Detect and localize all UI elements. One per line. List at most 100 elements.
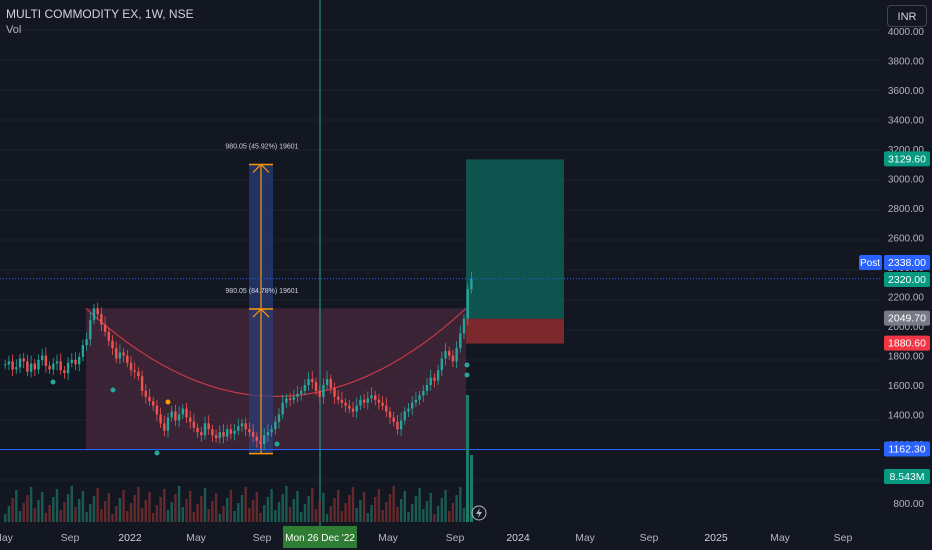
volume-bar bbox=[392, 486, 395, 522]
candle-body bbox=[374, 395, 377, 400]
volume-bar bbox=[351, 487, 355, 522]
volume-bar bbox=[266, 497, 270, 522]
x-tick-label: Sep bbox=[640, 532, 659, 544]
volume-bar bbox=[370, 505, 373, 522]
volume-bar bbox=[33, 508, 36, 522]
candle-body bbox=[92, 308, 96, 321]
candle-body bbox=[340, 399, 344, 403]
volume-bar bbox=[29, 487, 33, 522]
candle-body bbox=[411, 402, 414, 409]
candle-body bbox=[296, 393, 299, 397]
candle-body bbox=[55, 361, 59, 364]
y-tick-label: 3200.00 bbox=[888, 145, 925, 156]
candle-body bbox=[103, 324, 107, 332]
x-tick-label: Sep bbox=[61, 532, 80, 544]
candle-body bbox=[314, 382, 318, 391]
candle-body bbox=[185, 408, 188, 418]
candle-body bbox=[392, 417, 395, 422]
volume-bar bbox=[311, 488, 314, 522]
candle-body bbox=[274, 421, 277, 430]
measure-label-bottom: 980.05 (84.78%) 19601 bbox=[225, 288, 298, 295]
candle-body bbox=[33, 363, 36, 370]
price-label-bg bbox=[884, 469, 930, 484]
candle-body bbox=[351, 408, 355, 412]
candle-body bbox=[129, 362, 133, 371]
volume-bar bbox=[399, 499, 403, 522]
candle-body bbox=[385, 405, 388, 412]
volume-bar bbox=[177, 486, 181, 522]
candle-body bbox=[248, 429, 251, 433]
signal-dot bbox=[464, 372, 470, 378]
volume-bar bbox=[144, 500, 147, 522]
y-tick-label: 3000.00 bbox=[888, 175, 925, 186]
volume-bar bbox=[407, 512, 410, 522]
candle-body bbox=[344, 402, 347, 406]
volume-bar bbox=[115, 506, 118, 522]
candle-body bbox=[170, 411, 173, 418]
candle-body bbox=[388, 411, 392, 418]
candle-body bbox=[166, 417, 170, 431]
measure-arrow-head bbox=[252, 308, 270, 318]
volume-bar bbox=[196, 504, 199, 522]
candle-body bbox=[407, 408, 410, 412]
candle-body bbox=[329, 379, 332, 388]
volume-bar bbox=[470, 455, 473, 522]
volume-bar bbox=[44, 513, 48, 522]
signal-dot bbox=[464, 362, 470, 368]
volume-bar bbox=[233, 511, 236, 522]
currency-button[interactable]: INR bbox=[887, 5, 927, 27]
post-badge-label: Post bbox=[860, 258, 880, 269]
volume-bar bbox=[203, 488, 207, 522]
candle-body bbox=[74, 359, 77, 365]
candle-body bbox=[362, 399, 366, 403]
volume-bar bbox=[303, 504, 307, 522]
candle-body bbox=[29, 363, 33, 372]
volume-bar bbox=[189, 491, 192, 522]
volume-bar bbox=[459, 487, 462, 522]
y-tick-label: 3400.00 bbox=[888, 116, 925, 127]
candle-body bbox=[59, 361, 62, 371]
volume-bar bbox=[155, 505, 159, 522]
volume-bar bbox=[300, 512, 303, 522]
volume-bar bbox=[200, 496, 203, 522]
candle-body bbox=[455, 348, 458, 362]
candle-body bbox=[226, 429, 229, 437]
volume-bar bbox=[414, 496, 418, 522]
y-tick-label: 4000.00 bbox=[888, 27, 925, 38]
volume-bar bbox=[455, 495, 458, 522]
volume-bar bbox=[18, 511, 22, 522]
volume-bar bbox=[388, 494, 392, 522]
y-tick-label: 2800.00 bbox=[888, 204, 925, 215]
volume-bar bbox=[248, 508, 251, 522]
post-badge bbox=[859, 255, 882, 270]
volume-bar bbox=[362, 492, 366, 522]
candle-body bbox=[348, 405, 351, 409]
volume-bar bbox=[48, 505, 51, 522]
volume-bar bbox=[366, 513, 369, 522]
candle-body bbox=[115, 348, 118, 359]
volume-bar bbox=[37, 500, 40, 522]
volume-bar bbox=[237, 503, 240, 522]
position-loss-zone bbox=[466, 318, 564, 344]
candle-body bbox=[163, 423, 166, 431]
candle-body bbox=[414, 399, 418, 403]
price-label-bg bbox=[884, 441, 930, 457]
price-label-bg bbox=[884, 255, 930, 270]
lightning-icon bbox=[471, 505, 487, 521]
candle-body bbox=[18, 358, 22, 368]
x-tick-label: Sep bbox=[446, 532, 465, 544]
volume-bar bbox=[411, 504, 414, 522]
candle-body bbox=[459, 333, 462, 349]
volume-bar bbox=[218, 514, 221, 522]
candle-body bbox=[229, 429, 233, 434]
volume-bar bbox=[126, 511, 129, 522]
candle-body bbox=[233, 430, 236, 434]
volume-bar bbox=[85, 512, 88, 522]
volume-bar bbox=[344, 503, 347, 522]
candle-body bbox=[96, 308, 99, 315]
volume-bar bbox=[418, 488, 421, 522]
y-tick-label: 1600.00 bbox=[888, 381, 925, 392]
volume-bar bbox=[118, 498, 122, 522]
candle-body bbox=[322, 385, 325, 397]
